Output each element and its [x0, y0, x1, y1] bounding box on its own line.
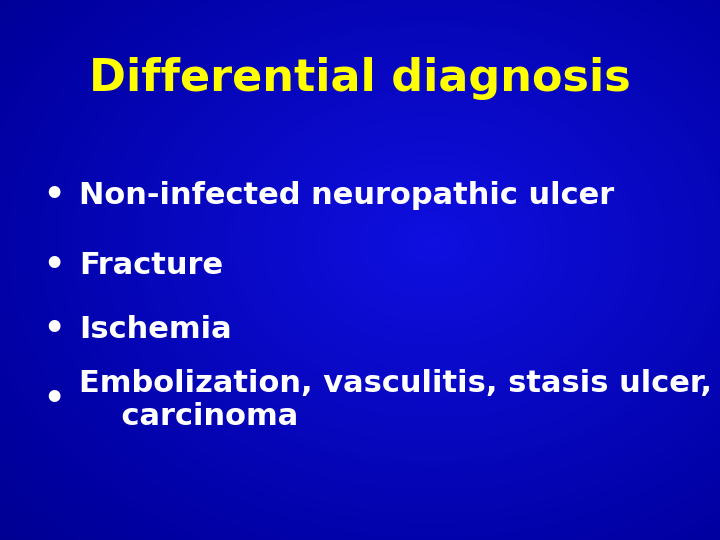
- Text: Ischemia: Ischemia: [79, 315, 232, 345]
- Text: •: •: [43, 179, 65, 212]
- Text: Fracture: Fracture: [79, 251, 223, 280]
- Text: •: •: [43, 248, 65, 281]
- Text: Differential diagnosis: Differential diagnosis: [89, 57, 631, 100]
- Text: •: •: [43, 314, 65, 347]
- Text: Embolization, vasculitis, stasis ulcer,
    carcinoma: Embolization, vasculitis, stasis ulcer, …: [79, 369, 712, 431]
- Text: •: •: [43, 383, 65, 416]
- Text: Non-infected neuropathic ulcer: Non-infected neuropathic ulcer: [79, 180, 614, 210]
